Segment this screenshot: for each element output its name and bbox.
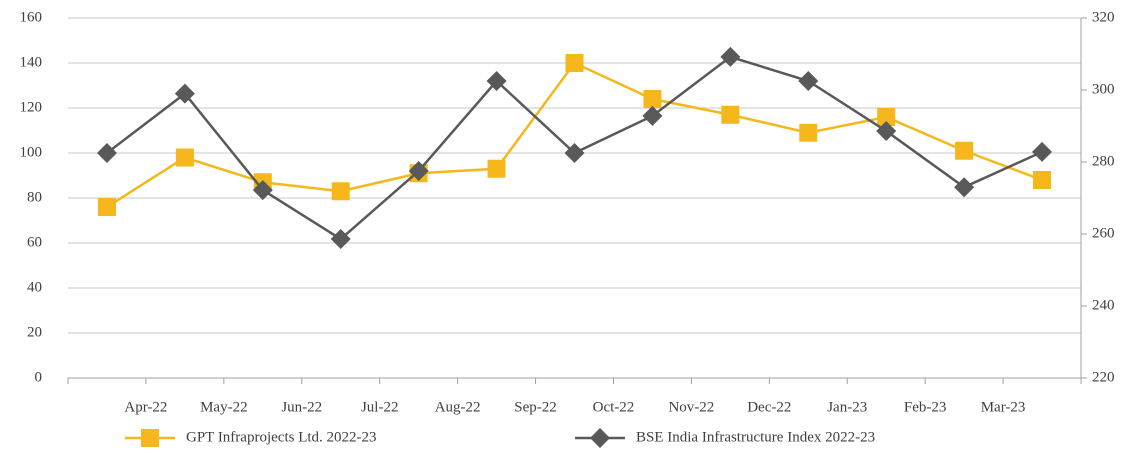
point-marker (799, 123, 818, 142)
point-marker (486, 71, 507, 91)
point-marker (97, 198, 116, 216)
point-marker (487, 159, 506, 178)
point-marker (330, 229, 351, 250)
point-marker (1032, 141, 1053, 162)
point-marker (175, 148, 194, 167)
x-tick-label: Feb-23 (904, 399, 947, 415)
x-tick-label: Jun-22 (281, 399, 322, 415)
x-tick-label: Nov-22 (668, 399, 714, 415)
y2-tick-label: 320 (1092, 9, 1115, 25)
x-tick-label: Dec-22 (747, 399, 791, 415)
x-tick-label: Mar-23 (981, 399, 1026, 415)
point-marker (564, 143, 585, 163)
y2-tick-label: 300 (1092, 81, 1115, 97)
point-marker (720, 46, 741, 67)
y-tick-label: 120 (20, 99, 43, 115)
legend-marker (141, 429, 159, 447)
point-marker (721, 105, 740, 124)
point-marker (252, 180, 273, 201)
y-tick-label: 0 (35, 369, 43, 385)
point-marker (955, 141, 974, 160)
point-marker (642, 105, 663, 126)
point-marker (1033, 171, 1052, 189)
y-tick-label: 60 (27, 234, 42, 250)
point-marker (876, 121, 897, 142)
x-tick-label: Jan-23 (827, 399, 867, 415)
legend-label: GPT Infraprojects Ltd. 2022-23 (186, 429, 377, 445)
y-tick-label: 100 (20, 144, 43, 160)
point-marker (331, 182, 350, 201)
x-tick-label: Sep-22 (514, 399, 557, 415)
point-marker (798, 71, 819, 91)
y-tick-label: 40 (27, 279, 42, 295)
y2-tick-label: 280 (1092, 153, 1115, 169)
y-tick-label: 20 (27, 324, 42, 340)
y-tick-label: 140 (20, 54, 43, 70)
y-tick-label: 80 (27, 189, 42, 205)
point-marker (408, 161, 429, 181)
y2-tick-label: 240 (1092, 297, 1115, 313)
point-marker (954, 177, 975, 198)
y-tick-label: 160 (20, 9, 43, 25)
x-tick-label: Jul-22 (361, 399, 399, 415)
x-tick-label: Aug-22 (435, 399, 481, 415)
point-marker (96, 143, 117, 163)
point-marker (877, 108, 896, 126)
x-tick-label: Apr-22 (124, 399, 167, 415)
point-marker (643, 90, 662, 108)
y2-tick-label: 220 (1092, 369, 1115, 385)
legend-marker (590, 428, 610, 448)
series-line (106, 61, 1043, 209)
x-tick-label: May-22 (200, 399, 248, 415)
point-marker (565, 54, 584, 72)
point-marker (174, 83, 195, 104)
legend-label: BSE India Infrastructure Index 2022-23 (636, 429, 875, 445)
y2-tick-label: 260 (1092, 225, 1115, 241)
x-tick-label: Oct-22 (593, 399, 635, 415)
